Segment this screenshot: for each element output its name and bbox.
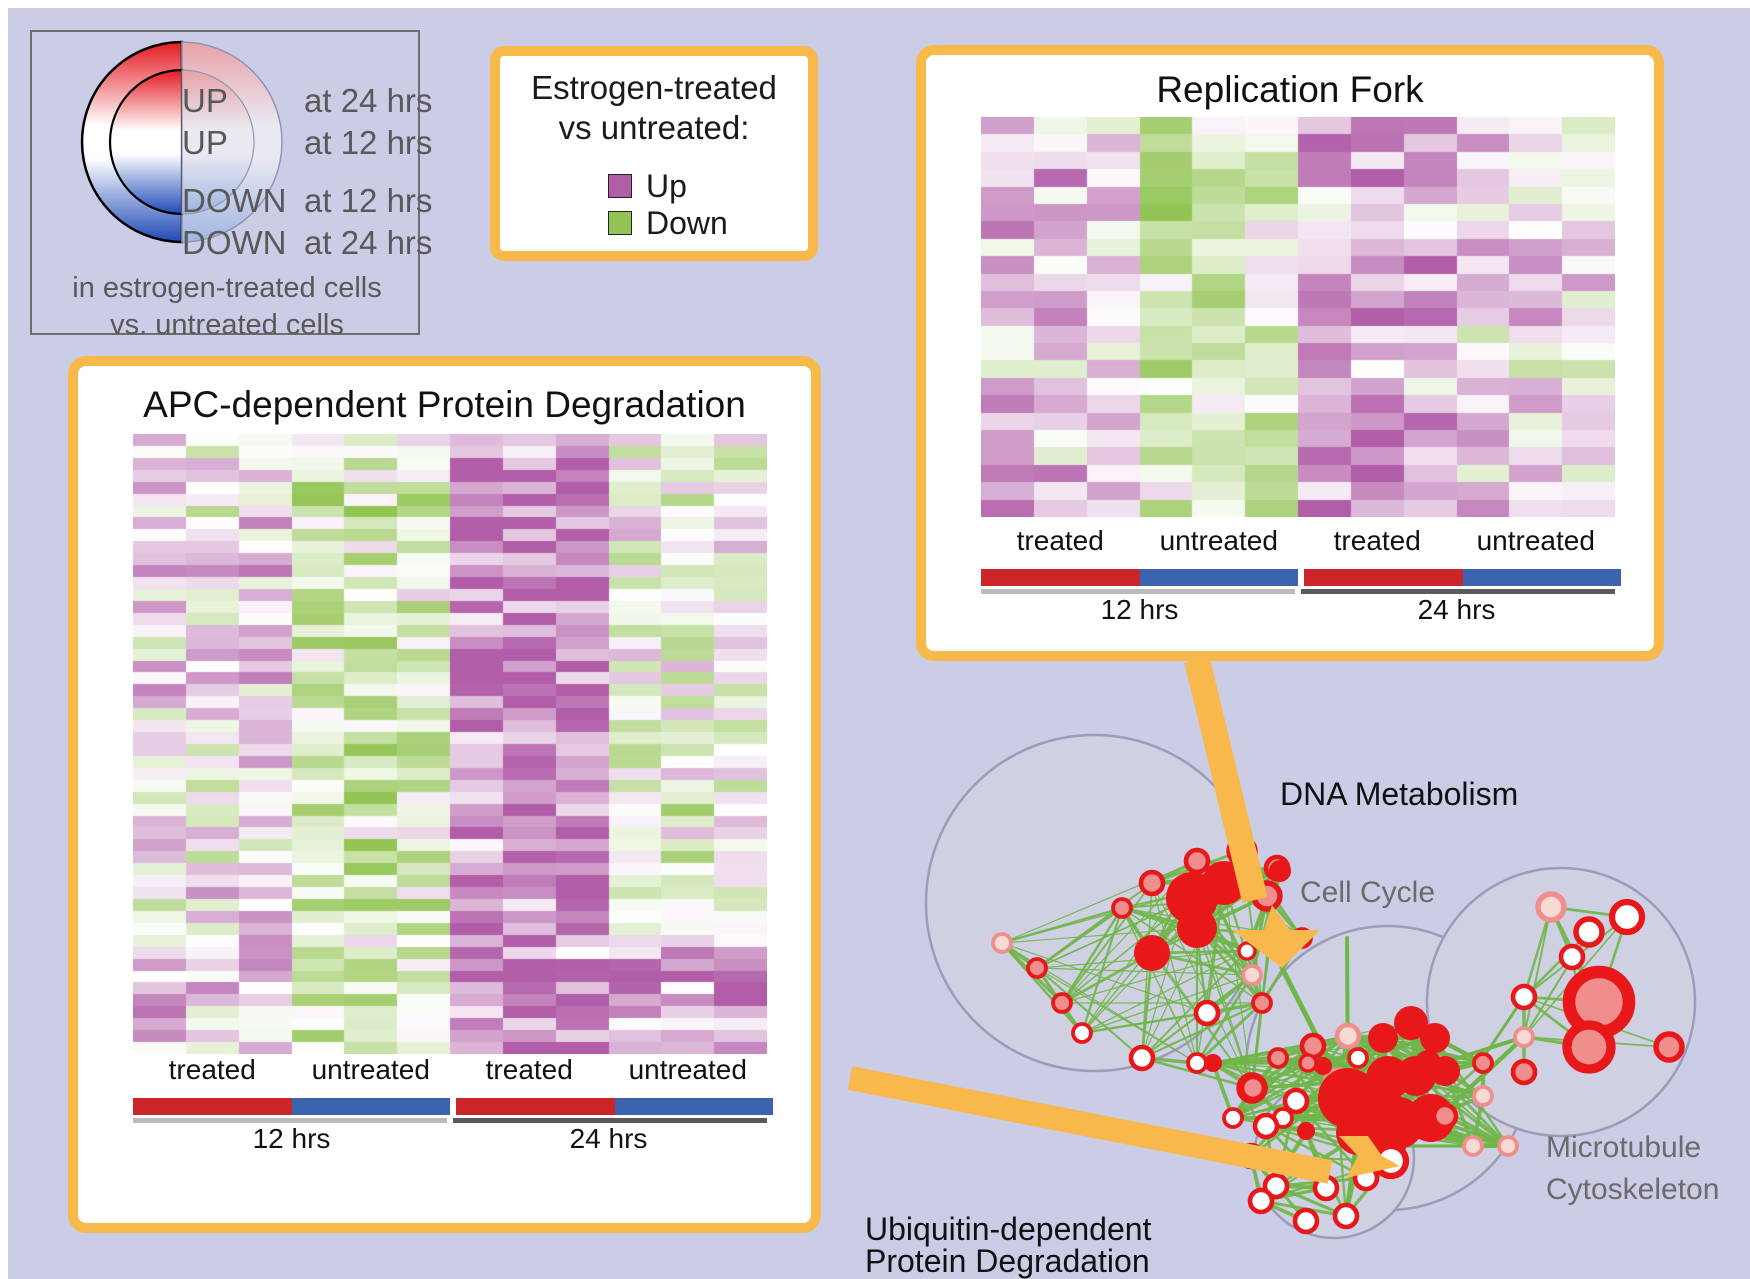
svg-text:DNA Metabolism: DNA Metabolism bbox=[1280, 776, 1518, 812]
svg-text:Cytoskeleton: Cytoskeleton bbox=[1546, 1173, 1719, 1206]
svg-text:Protein Degradation: Protein Degradation bbox=[865, 1243, 1150, 1279]
svg-text:Ubiquitin-dependent: Ubiquitin-dependent bbox=[865, 1211, 1152, 1247]
svg-text:Microtubule: Microtubule bbox=[1546, 1131, 1701, 1164]
svg-text:Cell Cycle: Cell Cycle bbox=[1300, 876, 1435, 909]
